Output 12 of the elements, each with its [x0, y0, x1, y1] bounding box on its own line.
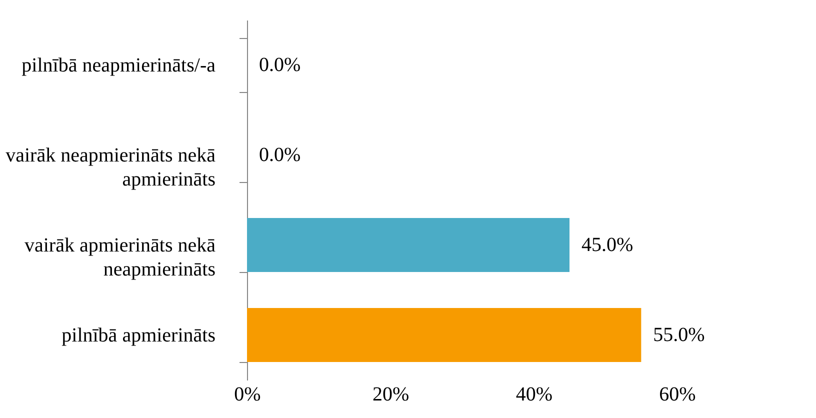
y-tick-label: vairāk neapmierināts nekā apmierināts	[6, 144, 216, 190]
y-tick-label: pilnībā neapmierināts/-a	[22, 54, 216, 76]
x-tick-label: 40%	[516, 384, 553, 406]
data-label: 0.0%	[259, 54, 301, 76]
y-tick-label: pilnībā apmierināts	[62, 324, 216, 346]
x-tick-label: 0%	[234, 384, 261, 406]
data-label: 45.0%	[582, 234, 634, 256]
x-tick-label: 20%	[372, 384, 410, 406]
data-label: 0.0%	[259, 144, 301, 166]
y-tick-label: vairāk apmierināts nekā neapmierināts	[24, 234, 216, 280]
x-tick-label: 60%	[659, 384, 696, 406]
data-label: 55.0%	[653, 324, 705, 346]
